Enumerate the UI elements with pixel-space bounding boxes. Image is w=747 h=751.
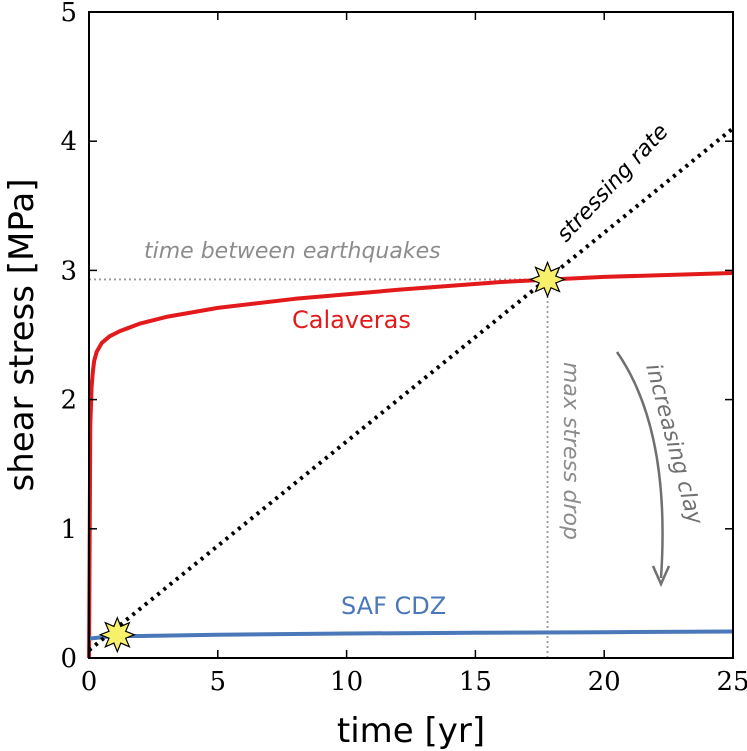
y-tick-label: 1: [60, 515, 77, 545]
reference-lines: [89, 278, 549, 658]
calaveras-label: Calaveras: [292, 306, 411, 334]
x-tick-label: 0: [81, 667, 98, 697]
x-axis-title: time [yr]: [337, 711, 485, 751]
earthquake-star-marker-1: [98, 616, 136, 654]
y-axis-title: shear stress [MPa]: [2, 179, 42, 492]
calaveras-line: [87, 271, 734, 659]
increasing-clay-arrow: [615, 351, 664, 579]
max-stress-drop-annotation: max stress drop: [558, 362, 583, 540]
plot-frame: [88, 11, 734, 659]
series-lines: [87, 126, 735, 659]
y-tick-label: 3: [60, 256, 77, 286]
y-tick-label: 4: [60, 127, 77, 157]
clay-arrow: [615, 351, 671, 588]
time-between-annotation: time between earthquakes: [144, 239, 441, 264]
x-tick-label: 5: [210, 667, 227, 697]
y-tick-label: 2: [60, 386, 77, 416]
y-tick-label: 0: [60, 644, 77, 674]
stressing-rate-line: [87, 126, 735, 652]
x-tick-label: 20: [588, 667, 621, 697]
increasing-clay-annotation: increasing clay: [640, 361, 707, 528]
saf-cdz-line: [88, 629, 734, 641]
earthquake-star-marker-2: [528, 260, 567, 299]
increasing-clay-arrowhead: [651, 565, 671, 588]
axis-ticks: 0 5 10 15 20 25 0 1 2 3 4 5: [60, 0, 747, 697]
y-tick-label: 5: [60, 0, 77, 28]
x-tick-label: 15: [459, 667, 492, 697]
markers: [98, 260, 567, 654]
x-tick-label: 25: [716, 667, 747, 697]
x-tick-label: 10: [330, 667, 363, 697]
saf-cdz-label: SAF CDZ: [341, 592, 446, 620]
